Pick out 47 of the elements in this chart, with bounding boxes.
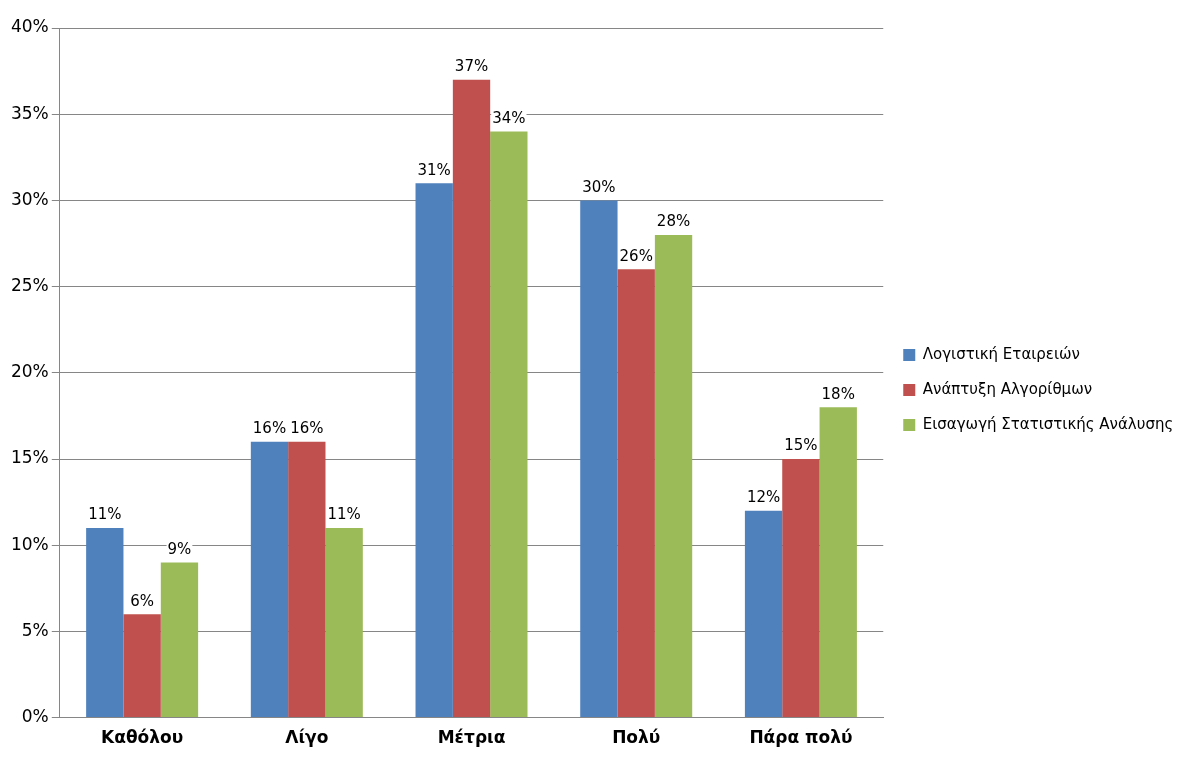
x-tick-label: Καθόλου	[101, 727, 184, 748]
legend-label: Ανάπτυξη Αλγορίθμων	[922, 379, 1093, 398]
bar	[617, 269, 655, 718]
data-label: 31%	[417, 160, 451, 179]
bar	[819, 407, 857, 718]
data-label: 9%	[167, 539, 192, 558]
data-label: 11%	[88, 505, 122, 524]
legend-label: Εισαγωγή Στατιστικής Ανάλυσης	[922, 414, 1174, 433]
bar	[654, 234, 693, 718]
x-tick-label: Λίγο	[285, 727, 329, 748]
x-tick-label: Πολύ	[612, 727, 661, 748]
y-tick-label: 20%	[10, 361, 49, 382]
y-tick-label: 5%	[21, 619, 49, 640]
bar	[452, 79, 491, 718]
y-tick-label: 35%	[10, 102, 49, 123]
bar	[490, 131, 528, 718]
data-label: 37%	[454, 57, 489, 76]
data-label: 16%	[290, 419, 324, 438]
data-label: 28%	[656, 212, 691, 231]
y-tick-label: 10%	[10, 533, 49, 554]
y-tick-label: 40%	[10, 16, 49, 37]
y-tick-label: 25%	[10, 275, 49, 296]
y-tick-label: 30%	[10, 188, 49, 209]
bar	[288, 441, 326, 718]
data-label: 26%	[619, 246, 653, 265]
data-label: 15%	[784, 436, 818, 455]
data-label: 6%	[130, 591, 155, 610]
bar	[160, 562, 199, 718]
data-label: 34%	[492, 108, 526, 127]
x-tick-label: Πάρα πολύ	[749, 727, 853, 748]
data-label: 12%	[746, 488, 781, 507]
bar	[86, 527, 124, 718]
bar	[250, 441, 289, 718]
data-label: 30%	[582, 177, 616, 196]
data-label: 18%	[821, 384, 855, 403]
data-label: 16%	[252, 419, 287, 438]
legend-label: Λογιστική Εταιρειών	[922, 344, 1080, 363]
bar	[782, 459, 820, 718]
bar	[325, 527, 363, 718]
bar	[744, 510, 783, 718]
data-label: 11%	[327, 505, 361, 524]
bar	[580, 200, 618, 718]
y-tick-label: 15%	[10, 447, 49, 468]
y-tick-label: 0%	[21, 706, 49, 727]
x-tick-label: Μέτρια	[437, 727, 506, 748]
bar	[123, 614, 161, 718]
bar	[415, 183, 453, 718]
